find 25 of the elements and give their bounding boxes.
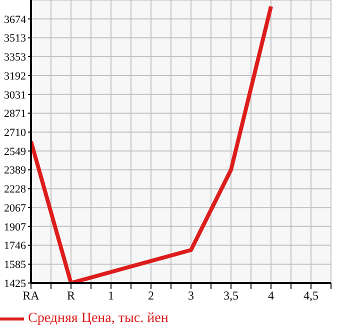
y-tick-label: 2710	[4, 127, 26, 140]
legend-label: Средняя Цена, тыс. йен	[28, 311, 168, 326]
y-tick-label: 3674	[4, 14, 26, 26]
y-tick-label: 2067	[4, 202, 26, 215]
x-tick-label: 2	[148, 288, 154, 303]
y-tick-label: 2549	[4, 146, 26, 158]
y-tick-label: 3353	[4, 52, 26, 64]
y-tick-label: 1425	[4, 278, 26, 290]
x-tick-label: 3	[188, 288, 194, 303]
x-tick-label: 3,5	[224, 288, 238, 303]
x-tick-label: 4	[268, 288, 274, 303]
y-tick-label: 2228	[4, 184, 26, 196]
x-tick-label: 1	[108, 288, 114, 303]
y-tick-label: 3192	[4, 70, 26, 82]
y-tick-label: 2389	[4, 164, 26, 177]
line-series	[31, 4, 273, 283]
y-tick-label: 3031	[4, 89, 26, 102]
y-tick-label: 2871	[4, 108, 26, 120]
y-tick-label: 3513	[4, 32, 26, 45]
x-tick-label: 4,5	[304, 288, 318, 303]
x-tick-label: RA	[22, 288, 40, 303]
y-tick-label: 1585	[4, 259, 26, 272]
y-tick-label: 1746	[4, 240, 26, 252]
x-tick-label: R	[66, 288, 76, 303]
y-tick-label: 1907	[4, 221, 26, 234]
